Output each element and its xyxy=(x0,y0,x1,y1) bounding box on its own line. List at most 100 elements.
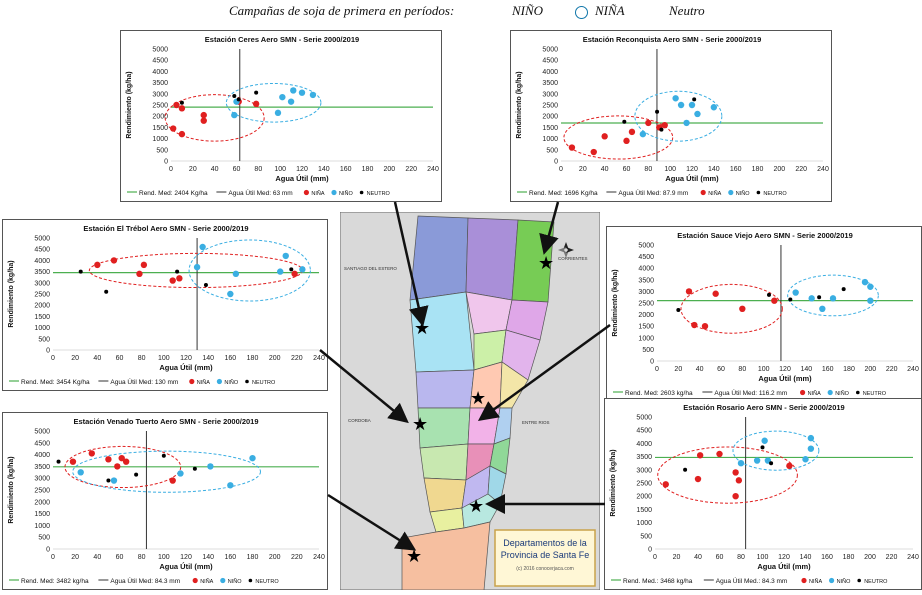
point-nina xyxy=(110,257,118,264)
point-nino xyxy=(298,89,306,96)
legend-label-nina: NIÑA xyxy=(311,190,324,197)
point-nina xyxy=(691,321,698,329)
point-nina xyxy=(94,261,101,269)
point-nina xyxy=(694,475,702,483)
point-nina xyxy=(252,100,260,108)
x-tick-label: 60 xyxy=(623,166,631,173)
y-tick-label: 1500 xyxy=(636,507,652,514)
point-nina xyxy=(716,450,723,458)
y-tick-label: 1000 xyxy=(152,136,168,143)
point-nina xyxy=(118,454,125,462)
point-nina xyxy=(645,119,652,127)
group-outline-nina xyxy=(563,115,674,160)
neighbor-corrientes: CORRIENTES xyxy=(558,256,588,261)
x-tick-label: 160 xyxy=(340,166,352,173)
legend-mean-yield: Rend. Med: 3482 kg/ha xyxy=(21,578,89,585)
point-nino xyxy=(808,295,815,302)
legend-mean-water: Agua Útil Med: 130 mm xyxy=(110,377,178,386)
x-axis-label: Agua Útil (mm) xyxy=(159,562,213,571)
point-nino xyxy=(249,454,256,462)
point-nino xyxy=(110,477,118,484)
point-nina xyxy=(623,137,630,145)
station-star-ceres: ★ xyxy=(414,318,430,338)
point-nina xyxy=(169,125,177,132)
legend-swatch-neutro xyxy=(857,578,861,583)
station-star-el-trebol: ★ xyxy=(412,414,428,434)
x-tick-label: 120 xyxy=(180,355,192,362)
point-nino xyxy=(282,252,289,260)
x-tick-label: 40 xyxy=(696,366,704,373)
y-tick-label: 1500 xyxy=(542,125,558,132)
y-tick-label: 1500 xyxy=(34,314,50,321)
x-axis-label: Agua Útil (mm) xyxy=(758,374,812,383)
point-nino xyxy=(287,98,295,105)
legend-swatch-neutro xyxy=(856,390,860,395)
point-nino xyxy=(277,268,284,275)
point-nino xyxy=(761,437,768,444)
y-tick-label: 2000 xyxy=(34,303,50,310)
map-title-box xyxy=(494,529,596,587)
group-outline-nina xyxy=(657,446,798,504)
y-tick-label: 5000 xyxy=(34,236,50,243)
legend-swatch-nina xyxy=(192,577,198,584)
point-nina xyxy=(88,450,95,457)
chart-title: Estación Ceres Aero SMN - Serie 2000/201… xyxy=(205,35,359,44)
x-tick-label: 120 xyxy=(778,554,790,561)
x-tick-label: 220 xyxy=(291,355,303,362)
x-tick-label: 80 xyxy=(738,366,746,373)
x-axis-label: Agua Útil (mm) xyxy=(757,562,811,571)
x-tick-label: 0 xyxy=(653,554,657,561)
x-tick-label: 200 xyxy=(269,554,281,561)
y-tick-label: 2500 xyxy=(636,481,652,488)
x-tick-label: 60 xyxy=(116,554,124,561)
x-axis-label: Agua Útil (mm) xyxy=(159,363,213,372)
legend-swatch-neutro xyxy=(359,190,364,195)
point-nino xyxy=(193,263,201,271)
x-tick-label: 200 xyxy=(773,166,785,173)
y-tick-label: 3500 xyxy=(34,464,50,471)
x-axis-label: Agua Útil (mm) xyxy=(275,174,329,183)
y-tick-label: 500 xyxy=(38,336,50,343)
legend-label-nina: NIÑA xyxy=(808,390,821,397)
legend-swatch-neutro xyxy=(245,379,249,384)
legend-label-nina: NIÑA xyxy=(708,190,721,197)
point-nina xyxy=(200,117,207,124)
legend-label-nina: NIÑA xyxy=(200,578,213,585)
compass-icon xyxy=(558,242,574,258)
x-tick-label: 140 xyxy=(800,366,812,373)
legend-label-neutro: NEUTRO xyxy=(864,579,888,585)
point-neutro xyxy=(254,90,259,95)
x-tick-label: 160 xyxy=(730,166,742,173)
y-tick-label: 0 xyxy=(46,547,50,554)
y-tick-label: 4500 xyxy=(542,58,558,65)
point-nina xyxy=(661,121,668,129)
y-tick-label: 2500 xyxy=(638,301,654,308)
x-tick-label: 80 xyxy=(254,166,262,173)
point-nino xyxy=(227,290,234,298)
station-star-reconquista: ★ xyxy=(538,253,554,273)
point-neutro xyxy=(134,472,139,477)
x-tick-label: 220 xyxy=(886,554,898,561)
y-tick-label: 4000 xyxy=(34,258,50,265)
y-tick-label: 1000 xyxy=(636,520,652,527)
point-neutro xyxy=(622,119,627,124)
y-tick-label: 3000 xyxy=(152,91,168,98)
x-tick-label: 140 xyxy=(708,166,720,173)
point-nino xyxy=(639,130,647,138)
point-nino xyxy=(792,289,799,296)
point-neutro xyxy=(676,307,681,312)
point-neutro xyxy=(192,466,197,471)
legend-title: Campañas de soja de primera en períodos: xyxy=(229,3,455,18)
point-nina xyxy=(200,111,207,119)
point-nino xyxy=(807,434,815,442)
y-tick-label: 500 xyxy=(38,535,50,542)
x-tick-label: 40 xyxy=(93,554,101,561)
chart-el-trebol: Estación El Trébol Aero SMN - Serie 2000… xyxy=(2,219,328,391)
x-tick-label: 200 xyxy=(269,355,281,362)
point-nino xyxy=(737,460,745,467)
legend-mean-water: Agua Útil Med: 63 mm xyxy=(228,188,292,197)
point-nina xyxy=(685,288,693,295)
x-tick-label: 240 xyxy=(313,355,325,362)
point-neutro xyxy=(788,297,793,302)
legend-mean-yield: Rend. Med: 2603 kg/ha xyxy=(625,390,693,397)
